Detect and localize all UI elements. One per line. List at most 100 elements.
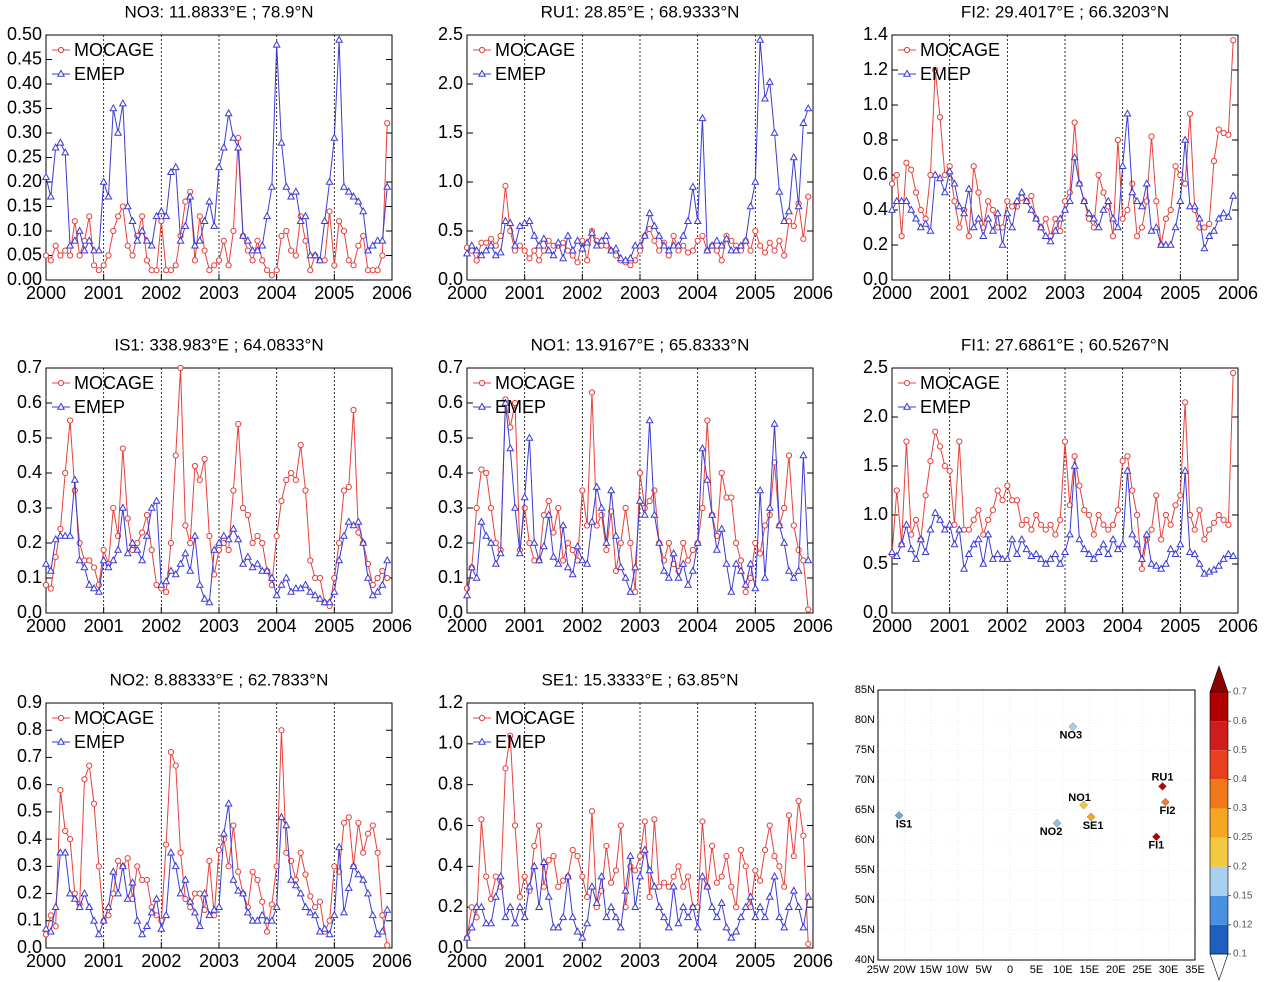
marker [956, 438, 963, 445]
marker [960, 208, 969, 217]
marker [268, 272, 275, 279]
marker [751, 912, 760, 921]
marker [893, 487, 900, 494]
marker [1200, 243, 1209, 252]
marker [646, 225, 653, 233]
marker [316, 574, 324, 582]
marker [1201, 224, 1208, 231]
x-tick-label: 35E [1185, 964, 1205, 976]
marker [641, 818, 648, 825]
marker [645, 415, 654, 424]
marker [487, 235, 495, 242]
x-tick-label: 2001 [84, 951, 124, 971]
y-tick-label: 0.6 [17, 773, 42, 793]
colorbar-label: 0.2 [1233, 861, 1247, 872]
x-tick-label: 2006 [1218, 616, 1258, 636]
colorbar-band [1210, 866, 1228, 896]
marker [903, 159, 910, 166]
legend-label: MOCAGE [495, 708, 575, 728]
marker [669, 241, 678, 249]
marker [66, 531, 75, 539]
marker [1185, 201, 1195, 210]
marker [693, 923, 702, 931]
marker [712, 236, 721, 244]
marker [1041, 231, 1050, 240]
marker [210, 221, 219, 229]
marker [1052, 531, 1059, 538]
marker [258, 566, 267, 574]
station-marker [1052, 819, 1062, 828]
x-tick-label: 2006 [372, 951, 412, 971]
y-tick-label: 0.9 [17, 692, 42, 712]
marker [784, 206, 793, 215]
marker [1166, 240, 1175, 248]
marker [359, 206, 368, 215]
marker [302, 237, 309, 244]
marker [688, 566, 697, 574]
marker [354, 869, 363, 878]
station-marker [894, 811, 904, 820]
marker [708, 241, 717, 249]
marker [138, 226, 147, 234]
plot-frame [466, 34, 814, 281]
marker [646, 893, 653, 901]
marker [766, 822, 773, 829]
marker [936, 443, 944, 450]
marker [728, 494, 735, 501]
marker [650, 510, 659, 518]
marker [182, 522, 189, 529]
marker [354, 517, 363, 525]
y-tick-label: 55N [855, 864, 875, 876]
marker [229, 133, 238, 141]
marker [181, 875, 190, 883]
marker [1148, 133, 1155, 140]
marker [1003, 208, 1012, 217]
colorbar-band [1210, 692, 1228, 722]
marker [152, 211, 161, 220]
y-tick-label: 0.6 [863, 164, 888, 184]
marker [462, 249, 472, 257]
marker [757, 877, 764, 884]
marker [1065, 196, 1074, 205]
marker [312, 904, 319, 911]
marker [1157, 564, 1166, 572]
marker [560, 557, 567, 564]
marker [147, 503, 156, 511]
marker [616, 562, 625, 571]
marker [134, 863, 141, 870]
marker [302, 871, 309, 878]
marker [201, 455, 208, 463]
marker [1210, 519, 1218, 526]
marker [640, 845, 649, 853]
y-tick-label: 1.5 [863, 455, 888, 475]
legend-label: EMEP [495, 732, 546, 752]
marker [573, 541, 582, 550]
marker [297, 849, 304, 856]
marker [80, 562, 89, 571]
marker [592, 482, 601, 490]
marker [717, 241, 726, 249]
marker [163, 841, 170, 848]
marker [90, 262, 98, 269]
marker [472, 573, 481, 581]
marker [674, 573, 683, 581]
colorbar-band [1210, 779, 1228, 809]
marker [360, 849, 367, 856]
marker [985, 198, 992, 205]
marker [287, 192, 296, 200]
marker [521, 247, 528, 254]
marker [105, 252, 112, 259]
marker [166, 848, 176, 856]
marker [507, 732, 514, 739]
y-tick-label: 0.2 [17, 882, 42, 902]
marker [584, 257, 591, 264]
marker [483, 469, 490, 477]
marker [1186, 110, 1194, 117]
marker [94, 929, 103, 938]
y-tick-label: 2.0 [863, 406, 888, 426]
marker [501, 398, 510, 406]
legend-label: EMEP [74, 64, 125, 84]
x-tick-label: 2003 [199, 951, 239, 971]
marker [307, 557, 314, 564]
marker [583, 238, 592, 246]
